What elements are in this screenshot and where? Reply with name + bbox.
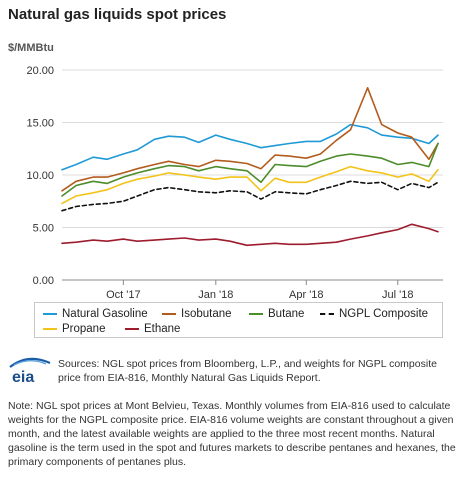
legend-label: Isobutane <box>181 308 232 320</box>
y-tick-label: 20.00 <box>26 65 54 77</box>
legend-label: Natural Gasoline <box>62 308 148 320</box>
legend-swatch-isobutane <box>162 313 176 315</box>
legend-swatch-natural-gasoline <box>43 313 57 315</box>
y-tick-label: 10.00 <box>26 170 54 182</box>
legend-swatch-ngpl-composite <box>320 313 334 315</box>
series-line-natural-gasoline <box>61 123 439 171</box>
legend-item-propane[interactable]: Propane <box>43 322 105 336</box>
series-line-ethane <box>61 223 439 247</box>
legend-item-ethane[interactable]: Ethane <box>125 322 180 336</box>
legend-swatch-butane <box>249 313 263 315</box>
eia-logo-icon: eia <box>9 357 51 385</box>
legend-label: Butane <box>268 308 305 320</box>
series-line-propane <box>61 165 439 205</box>
legend-item-ngpl-composite[interactable]: NGPL Composite <box>320 307 428 321</box>
legend-swatch-propane <box>43 328 57 330</box>
series-line-butane <box>61 142 439 197</box>
y-tick-label: 15.00 <box>26 118 54 130</box>
legend-item-butane[interactable]: Butane <box>249 307 304 321</box>
series-line-ngpl-composite <box>61 180 439 212</box>
sources-text: Sources: NGL spot prices from Bloomberg,… <box>58 358 437 384</box>
legend-label: NGPL Composite <box>339 308 429 320</box>
legend-label: Propane <box>62 323 106 335</box>
legend-item-natural-gasoline[interactable]: Natural Gasoline <box>43 307 148 321</box>
note-text: Note: NGL spot prices at Mont Belvieu, T… <box>8 400 456 468</box>
x-tick-label: Jan '18 <box>198 289 233 300</box>
y-tick-label: 0.00 <box>33 275 54 287</box>
x-tick-label: Apr '18 <box>289 289 324 300</box>
legend-swatch-ethane <box>125 328 139 330</box>
series-line-isobutane <box>61 87 439 192</box>
legend-label: Ethane <box>144 323 181 335</box>
y-tick-label: 5.00 <box>33 223 54 235</box>
legend: Natural Gasoline Isobutane Butane NGPL C… <box>34 302 443 338</box>
line-chart: 0.00 5.00 10.00 15.00 20.00 Oct '17 Jan '18 Apr… <box>26 65 443 300</box>
x-tick-label: Oct '17 <box>106 289 141 300</box>
chart-title: Natural gas liquids spot prices <box>8 6 227 23</box>
y-axis-unit-label: $/MMBtu <box>8 42 54 54</box>
x-tick-label: Jul '18 <box>382 289 413 300</box>
legend-item-isobutane[interactable]: Isobutane <box>162 307 232 321</box>
logo-text: eia <box>12 369 34 385</box>
